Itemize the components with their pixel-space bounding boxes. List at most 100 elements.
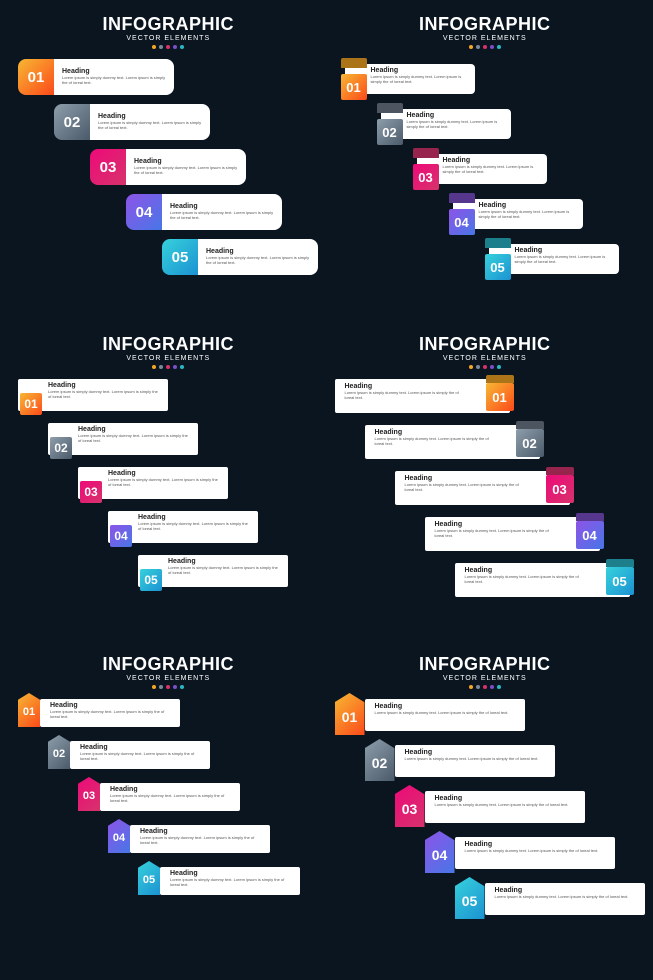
step-heading: Heading xyxy=(407,112,503,119)
step-card: 05 Heading Lorem ipsum is simply dummy t… xyxy=(489,244,619,274)
step-heading: Heading xyxy=(465,841,605,848)
color-dots xyxy=(469,45,501,49)
step-heading: Heading xyxy=(371,67,467,74)
step-number: 01 xyxy=(20,393,42,415)
panel-title: INFOGRAPHIC xyxy=(419,335,551,353)
panel-title: INFOGRAPHIC xyxy=(419,15,551,33)
panel-subtitle: VECTOR ELEMENTS xyxy=(443,35,527,42)
step-card: Heading Lorem ipsum is simply dummy text… xyxy=(198,239,318,275)
step-item-05: 05 Heading Lorem ipsum is simply dummy t… xyxy=(138,555,288,587)
items-container: 01 Heading Lorem ipsum is simply dummy t… xyxy=(18,379,319,609)
step-number: 05 xyxy=(140,569,162,591)
step-item-01: 01 Heading Lorem ipsum is simply dummy t… xyxy=(335,379,510,413)
step-item-03: 03 Heading Lorem ipsum is simply dummy t… xyxy=(78,783,240,811)
step-body: Lorem ipsum is simply dummy text. Lorem … xyxy=(134,166,238,176)
step-item-04: 04 Heading Lorem ipsum is simply dummy t… xyxy=(453,199,583,235)
fold-icon xyxy=(449,193,475,203)
fold-icon xyxy=(485,238,511,248)
dot-icon xyxy=(483,365,487,369)
step-body: Lorem ipsum is simply dummy text. Lorem … xyxy=(62,76,166,86)
step-heading: Heading xyxy=(134,158,238,165)
step-heading: Heading xyxy=(62,68,166,75)
step-body: Lorem ipsum is simply dummy text. Lorem … xyxy=(206,256,310,266)
step-number: 04 xyxy=(126,194,162,230)
arrow-number-icon: 04 xyxy=(108,819,130,853)
step-item-05: 05 Heading Lorem ipsum is simply dummy t… xyxy=(489,244,619,280)
arrow-number-icon: 02 xyxy=(48,735,70,769)
step-number: 01 xyxy=(341,74,367,100)
dot-icon xyxy=(497,685,501,689)
dot-icon xyxy=(469,45,473,49)
dot-icon xyxy=(166,45,170,49)
step-card: Heading Lorem ipsum is simply dummy text… xyxy=(54,59,174,95)
fold-icon xyxy=(341,58,367,68)
infographic-panel-5: INFOGRAPHICVECTOR ELEMENTS 01 Heading Lo… xyxy=(10,650,327,970)
step-heading: Heading xyxy=(98,113,202,120)
fold-icon xyxy=(486,375,514,383)
step-body: Lorem ipsum is simply dummy text. Lorem … xyxy=(138,522,250,532)
dot-icon xyxy=(469,365,473,369)
dot-icon xyxy=(476,685,480,689)
step-number: 05 xyxy=(485,254,511,280)
step-body: Lorem ipsum is simply dummy text. Lorem … xyxy=(405,757,545,762)
step-item-04: 04 Heading Lorem ipsum is simply dummy t… xyxy=(126,194,282,230)
step-item-03: 03 Heading Lorem ipsum is simply dummy t… xyxy=(395,471,570,505)
dot-icon xyxy=(152,685,156,689)
step-card: 03 Heading Lorem ipsum is simply dummy t… xyxy=(425,791,585,823)
dot-icon xyxy=(173,45,177,49)
step-item-02: 02 Heading Lorem ipsum is simply dummy t… xyxy=(365,745,555,777)
step-body: Lorem ipsum is simply dummy text. Lorem … xyxy=(48,390,160,400)
panel-title: INFOGRAPHIC xyxy=(103,335,235,353)
step-card: 05 Heading Lorem ipsum is simply dummy t… xyxy=(138,555,288,587)
step-heading: Heading xyxy=(375,429,500,436)
step-card: 04 Heading Lorem ipsum is simply dummy t… xyxy=(425,517,600,551)
step-card: 03 Heading Lorem ipsum is simply dummy t… xyxy=(78,467,228,499)
fold-icon xyxy=(546,467,574,475)
step-card: Heading Lorem ipsum is simply dummy text… xyxy=(162,194,282,230)
step-item-03: 03 Heading Lorem ipsum is simply dummy t… xyxy=(395,791,585,823)
step-number: 02 xyxy=(516,429,544,457)
step-item-05: 05 Heading Lorem ipsum is simply dummy t… xyxy=(455,883,645,915)
dot-icon xyxy=(497,45,501,49)
step-heading: Heading xyxy=(465,567,590,574)
dot-icon xyxy=(180,365,184,369)
step-item-04: 04 Heading Lorem ipsum is simply dummy t… xyxy=(425,837,615,869)
dot-icon xyxy=(483,45,487,49)
step-card: 02 Heading Lorem ipsum is simply dummy t… xyxy=(70,741,210,769)
step-heading: Heading xyxy=(515,247,611,254)
step-body: Lorem ipsum is simply dummy text. Lorem … xyxy=(443,165,539,175)
panel-title: INFOGRAPHIC xyxy=(103,655,235,673)
step-card: 01 Heading Lorem ipsum is simply dummy t… xyxy=(18,379,168,411)
step-body: Lorem ipsum is simply dummy text. Lorem … xyxy=(479,210,575,220)
dot-icon xyxy=(469,685,473,689)
panel-subtitle: VECTOR ELEMENTS xyxy=(126,35,210,42)
dot-icon xyxy=(476,365,480,369)
step-item-02: 02 Heading Lorem ipsum is simply dummy t… xyxy=(365,425,540,459)
step-card: 04 Heading Lorem ipsum is simply dummy t… xyxy=(130,825,270,853)
step-card: 01 Heading Lorem ipsum is simply dummy t… xyxy=(345,64,475,94)
step-heading: Heading xyxy=(78,426,190,433)
step-item-05: 05 Heading Lorem ipsum is simply dummy t… xyxy=(455,563,630,597)
step-card: 05 Heading Lorem ipsum is simply dummy t… xyxy=(160,867,300,895)
panel-title: INFOGRAPHIC xyxy=(419,655,551,673)
step-body: Lorem ipsum is simply dummy text. Lorem … xyxy=(375,711,515,716)
step-card: 04 Heading Lorem ipsum is simply dummy t… xyxy=(455,837,615,869)
items-container: 01 Heading Lorem ipsum is simply dummy t… xyxy=(335,699,636,929)
step-number: 02 xyxy=(50,437,72,459)
step-item-02: 02 Heading Lorem ipsum is simply dummy t… xyxy=(48,423,198,455)
step-card: 02 Heading Lorem ipsum is simply dummy t… xyxy=(381,109,511,139)
step-heading: Heading xyxy=(479,202,575,209)
step-card: Heading Lorem ipsum is simply dummy text… xyxy=(126,149,246,185)
step-heading: Heading xyxy=(140,828,262,835)
step-card: 03 Heading Lorem ipsum is simply dummy t… xyxy=(100,783,240,811)
dot-icon xyxy=(166,365,170,369)
fold-icon xyxy=(413,148,439,158)
arrow-number-icon: 05 xyxy=(138,861,160,895)
items-container: 01 Heading Lorem ipsum is simply dummy t… xyxy=(18,59,319,289)
step-heading: Heading xyxy=(375,703,515,710)
step-card: 02 Heading Lorem ipsum is simply dummy t… xyxy=(395,745,555,777)
items-container: 01 Heading Lorem ipsum is simply dummy t… xyxy=(18,699,319,929)
step-number: 03 xyxy=(413,164,439,190)
fold-icon xyxy=(516,421,544,429)
panel-subtitle: VECTOR ELEMENTS xyxy=(443,675,527,682)
